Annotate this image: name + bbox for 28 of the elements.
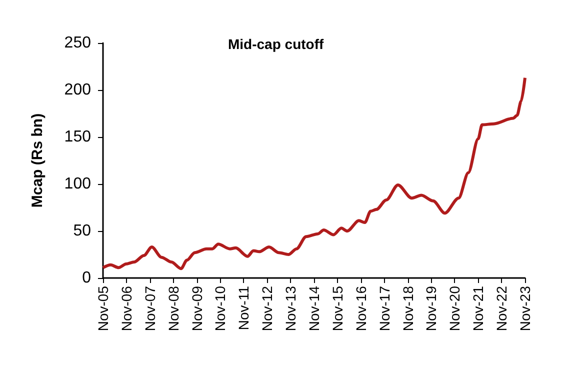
x-tick-label: Nov-07 (142, 286, 158, 332)
chart-title: Mid-cap cutoff (228, 36, 324, 52)
y-axis-title: Mcap (Rs bn) (29, 113, 46, 208)
y-tick-label: 50 (73, 222, 92, 240)
x-tick-label: Nov-05 (95, 286, 111, 332)
y-tick-label: 200 (64, 82, 92, 98)
x-tick-label: Nov-12 (259, 286, 276, 332)
x-tick-label: Nov-11 (236, 286, 252, 330)
x-tick-label: Nov-13 (282, 286, 299, 332)
x-tick-label: Nov-21 (470, 286, 486, 332)
x-tick-label: Nov-20 (446, 286, 463, 332)
y-tick-label: 100 (64, 176, 92, 192)
y-tick-label: 150 (64, 128, 92, 146)
x-tick-label: Nov-06 (118, 286, 134, 332)
y-tick-label: 250 (64, 34, 92, 52)
x-tick-label: Nov-10 (212, 286, 228, 332)
x-tick-label: Nov-16 (352, 286, 369, 332)
x-tick-label: Nov-18 (400, 286, 416, 332)
x-tick-label: Nov-08 (165, 286, 182, 332)
x-tick-label: Nov-14 (306, 286, 322, 332)
line-series (102, 76, 526, 270)
x-tick-label: Nov-17 (376, 286, 392, 332)
x-tick-label: Nov-22 (494, 286, 510, 332)
x-tick-label: Nov-23 (517, 286, 533, 332)
x-tick-label: Nov-09 (188, 286, 205, 332)
x-tick-label: Nov-19 (423, 286, 440, 332)
y-tick-label: 0 (82, 270, 92, 286)
x-tick-label: Nov-15 (329, 286, 346, 332)
